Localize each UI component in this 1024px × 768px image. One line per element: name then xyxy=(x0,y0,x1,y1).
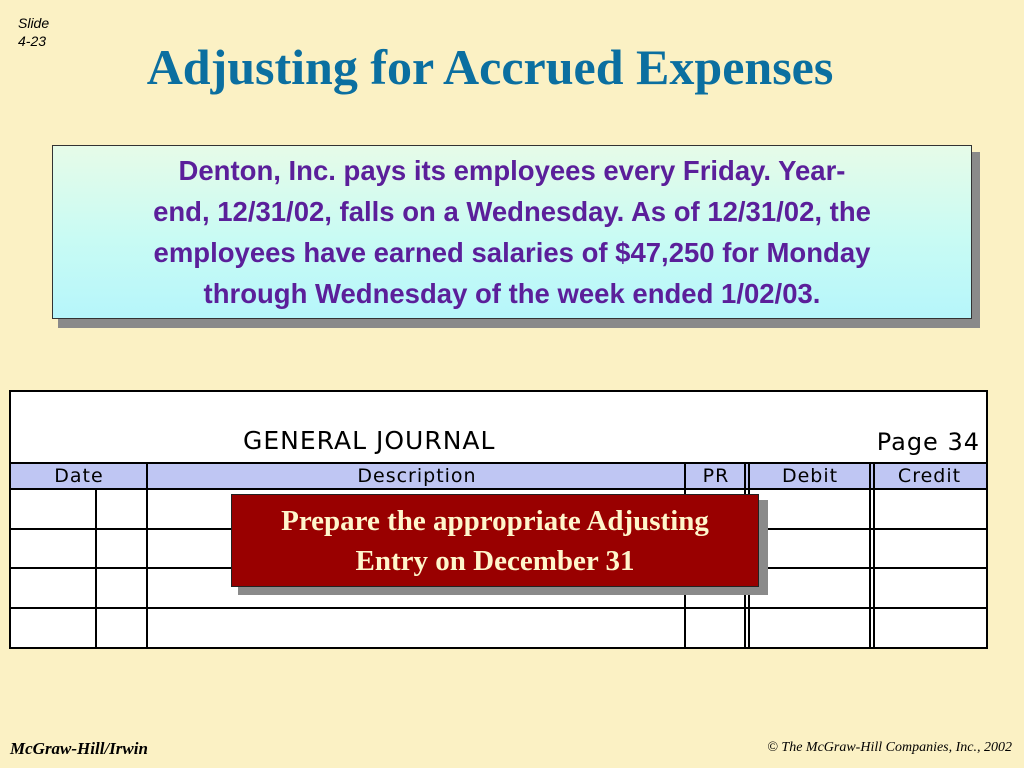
grid-line xyxy=(869,462,871,490)
prompt-line: Prepare the appropriate Adjusting xyxy=(281,504,709,537)
grid-line xyxy=(146,462,148,490)
grid-line xyxy=(744,462,746,490)
prompt-text: Prepare the appropriate Adjusting Entry … xyxy=(281,501,709,581)
journal-title: GENERAL JOURNAL xyxy=(243,426,496,455)
info-box: Denton, Inc. pays its employees every Fr… xyxy=(52,145,972,319)
prompt-box: Prepare the appropriate Adjusting Entry … xyxy=(231,494,759,587)
column-debit: Debit xyxy=(781,465,839,487)
info-text: Denton, Inc. pays its employees every Fr… xyxy=(153,150,871,314)
column-credit: Credit xyxy=(897,465,962,487)
grid-line xyxy=(748,462,750,490)
column-pr: PR xyxy=(702,465,730,487)
info-line: employees have earned salaries of $47,25… xyxy=(153,237,871,268)
prompt-line: Entry on December 31 xyxy=(355,544,635,577)
slide-label: Slide xyxy=(18,15,50,31)
info-line: Denton, Inc. pays its employees every Fr… xyxy=(178,155,846,186)
journal-header: GENERAL JOURNAL Page 34 xyxy=(11,392,986,462)
slide-title: Adjusting for Accrued Expenses xyxy=(146,39,834,95)
general-journal: GENERAL JOURNAL Page 34 Date Description… xyxy=(9,390,988,649)
column-description: Description xyxy=(357,465,477,487)
info-line: end, 12/31/02, falls on a Wednesday. As … xyxy=(153,196,871,227)
row-line xyxy=(11,607,986,609)
column-date: Date xyxy=(54,465,104,487)
journal-column-headers: Date Description PR Debit Credit xyxy=(11,462,986,490)
footer-copyright: © The McGraw-Hill Companies, Inc., 2002 xyxy=(767,740,1012,755)
footer-publisher: McGraw-Hill/Irwin xyxy=(10,739,148,758)
grid-line xyxy=(684,462,686,490)
info-line: through Wednesday of the week ended 1/02… xyxy=(203,278,821,309)
slide-number: Slide 4-23 xyxy=(18,14,49,50)
slide-number-value: 4-23 xyxy=(18,33,47,49)
journal-page: Page 34 xyxy=(876,428,980,456)
grid-line xyxy=(873,462,875,490)
